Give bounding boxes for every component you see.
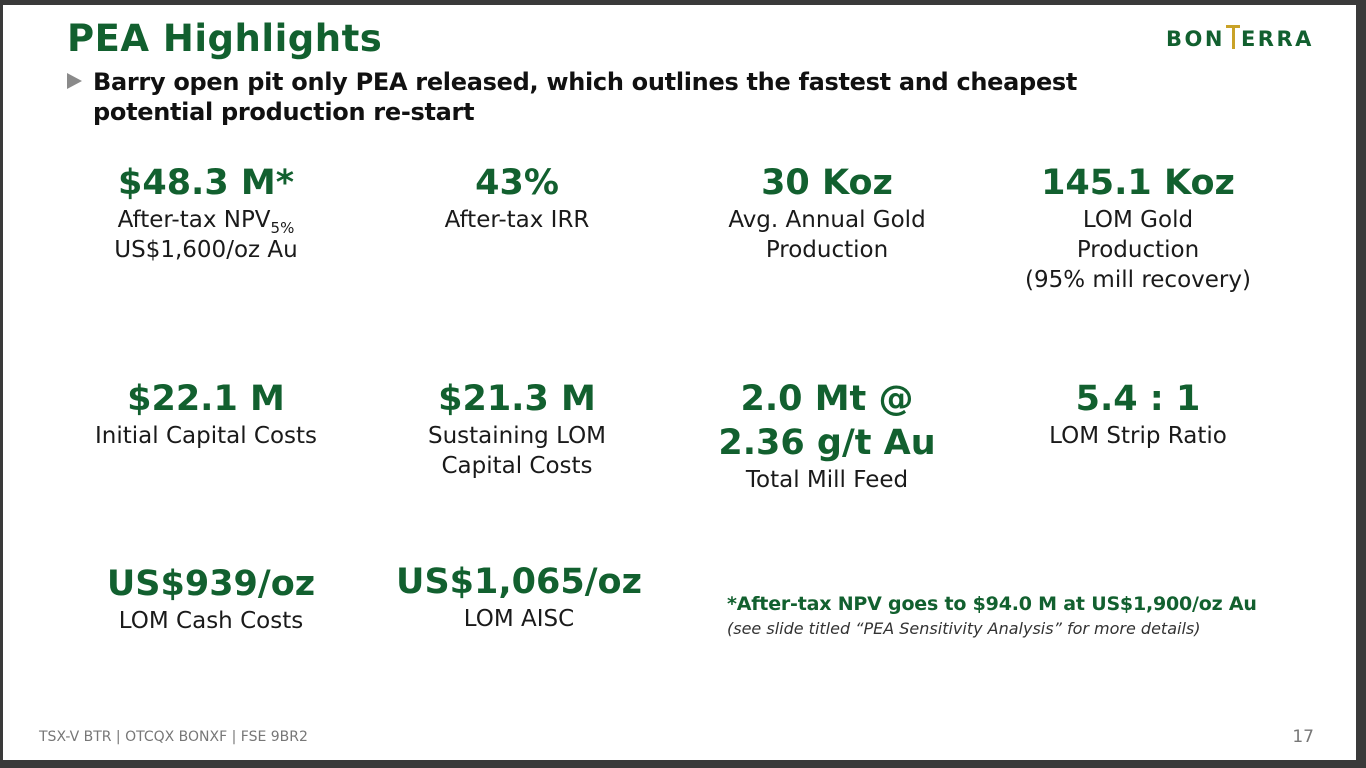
logo-text-right: ERRA bbox=[1240, 27, 1314, 51]
bullet-text: Barry open pit only PEA released, which … bbox=[93, 68, 1078, 126]
metric-label: Production bbox=[765, 237, 889, 263]
metric-cash-costs: US$939/oz LOM Cash Costs bbox=[61, 562, 361, 636]
metric-label: Capital Costs bbox=[441, 453, 593, 479]
metric-value: $22.1 M bbox=[127, 379, 285, 419]
footnote-main: *After-tax NPV goes to $94.0 M at US$1,9… bbox=[727, 593, 1257, 615]
metric-initial-capital: $22.1 M Initial Capital Costs bbox=[56, 377, 356, 451]
metric-label: Sustaining LOM bbox=[427, 423, 607, 449]
metric-label: LOM Cash Costs bbox=[118, 608, 304, 634]
metric-npv: $48.3 M* After-tax NPV5% US$1,600/oz Au bbox=[56, 161, 356, 265]
slide-title: PEA Highlights bbox=[67, 17, 383, 60]
metric-strip-ratio: 5.4 : 1 LOM Strip Ratio bbox=[988, 377, 1288, 451]
logo-t-mark-icon bbox=[1225, 25, 1240, 49]
metric-irr: 43% After-tax IRR bbox=[367, 161, 667, 235]
npv-footnote: *After-tax NPV goes to $94.0 M at US$1,9… bbox=[727, 593, 1347, 638]
metric-label: US$1,600/oz Au bbox=[114, 237, 298, 263]
logo-text-left: BON bbox=[1166, 27, 1225, 51]
metric-value: 5.4 : 1 bbox=[1075, 379, 1201, 419]
metric-label: LOM Gold bbox=[1082, 207, 1194, 233]
metric-label: LOM AISC bbox=[463, 606, 575, 632]
metric-value: US$939/oz bbox=[106, 564, 316, 604]
ticker-footer: TSX-V BTR | OTCQX BONXF | FSE 9BR2 bbox=[39, 729, 308, 745]
footnote-sub: (see slide titled “PEA Sensitivity Analy… bbox=[727, 619, 1201, 638]
metric-annual-production: 30 Koz Avg. Annual Gold Production bbox=[677, 161, 977, 265]
metric-mill-feed: 2.0 Mt @ 2.36 g/t Au Total Mill Feed bbox=[677, 377, 977, 495]
page-number: 17 bbox=[1292, 727, 1314, 747]
metric-label: Initial Capital Costs bbox=[94, 423, 318, 449]
metric-value: 2.0 Mt @ bbox=[740, 379, 914, 419]
metric-value: $48.3 M* bbox=[117, 163, 295, 203]
metric-label: After-tax NPV5% bbox=[117, 207, 295, 237]
metric-label-subscript: 5% bbox=[270, 219, 295, 237]
metric-value-line2: 2.36 g/t Au bbox=[718, 423, 936, 463]
metric-label: After-tax IRR bbox=[444, 207, 590, 233]
metric-label: Avg. Annual Gold bbox=[728, 207, 926, 233]
metric-aisc: US$1,065/oz LOM AISC bbox=[369, 560, 669, 634]
slide: PEA Highlights BON ERRA Barry open pit on… bbox=[3, 5, 1356, 760]
metric-lom-production: 145.1 Koz LOM Gold Production (95% mill … bbox=[988, 161, 1288, 295]
metric-label: Production bbox=[1076, 237, 1200, 263]
metric-label: LOM Strip Ratio bbox=[1049, 423, 1227, 449]
metric-value: 145.1 Koz bbox=[1041, 163, 1235, 203]
metric-label: Total Mill Feed bbox=[745, 467, 909, 493]
bullet-arrow-icon bbox=[67, 73, 82, 89]
metric-value: 43% bbox=[475, 163, 559, 203]
metric-value: $21.3 M bbox=[438, 379, 596, 419]
bonterra-logo: BON ERRA bbox=[1166, 25, 1314, 55]
metric-value: US$1,065/oz bbox=[396, 562, 642, 602]
metric-sustaining-capital: $21.3 M Sustaining LOM Capital Costs bbox=[367, 377, 667, 481]
metric-label: (95% mill recovery) bbox=[1025, 267, 1251, 293]
metric-value: 30 Koz bbox=[761, 163, 893, 203]
